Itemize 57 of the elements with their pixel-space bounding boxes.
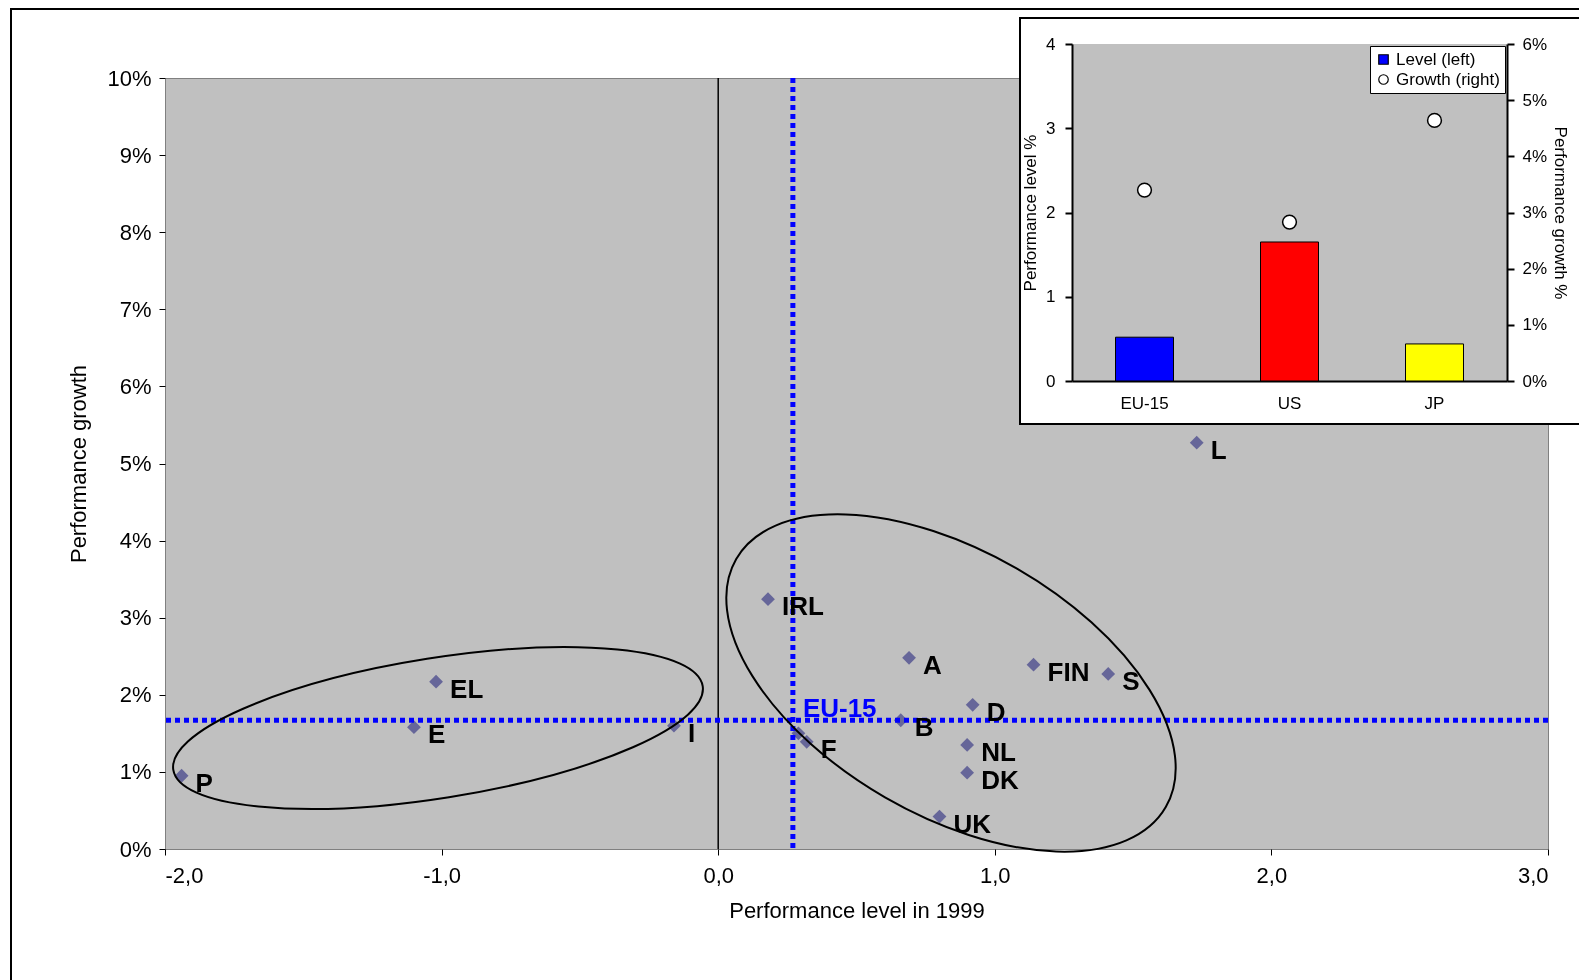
legend-label: Level (left) (1396, 49, 1476, 69)
annotation: L (1210, 434, 1227, 465)
annotation: FIN (1047, 656, 1090, 687)
x-tick-label: -1,0 (423, 862, 462, 888)
y2-tick-label: 6% (1522, 34, 1548, 54)
y2-tick-label: 4% (1522, 146, 1548, 166)
y-tick-label: 0% (119, 836, 152, 862)
annotation: E (427, 719, 446, 750)
annotation: I (687, 717, 696, 748)
point (1136, 182, 1153, 198)
legend-label: Growth (right) (1396, 69, 1500, 89)
y-tick-label: 1 (1046, 287, 1056, 307)
x-tick-label: 2,0 (1256, 862, 1288, 888)
y2-tick-label: 2% (1522, 259, 1548, 279)
annotation: IRL (781, 591, 824, 622)
y-tick-label: 3% (119, 605, 152, 631)
x-tick-label: US (1277, 393, 1302, 413)
x-tick-label: 1,0 (980, 862, 1011, 888)
annotation: UK (953, 808, 992, 839)
x-tick-label: JP (1424, 393, 1445, 413)
annotation: S (1122, 665, 1140, 696)
y2-tick-label: 1% (1522, 315, 1548, 335)
point (1426, 112, 1443, 129)
x-tick-label: -2,0 (165, 862, 204, 888)
y2-tick-label: 0% (1522, 371, 1548, 391)
annotation: EL (450, 673, 484, 704)
annotation: F (820, 733, 837, 764)
x-tick-label: EU-15 (1120, 393, 1169, 413)
x-tick-label: 3,0 (1517, 862, 1549, 888)
y-tick-label: 4 (1046, 34, 1056, 54)
y-tick-label: 2 (1046, 203, 1056, 222)
y-tick-label: 5% (119, 451, 152, 476)
point (1281, 214, 1298, 230)
y-axis-title: Performance level % (1021, 134, 1041, 292)
annotation: A (923, 649, 943, 680)
y-tick-label: 7% (119, 296, 152, 322)
annotation: NL (981, 736, 1016, 767)
annotation: P (195, 767, 213, 798)
y-tick-label: 6% (119, 373, 152, 399)
x-axis-title: Performance level in 1999 (729, 897, 985, 923)
y2-tick-label: 3% (1522, 203, 1548, 222)
ref-line-label: EU-15 (802, 693, 877, 724)
annotation: D (986, 696, 1006, 727)
y-tick-label: 10% (107, 65, 152, 91)
y-tick-label: 9% (119, 142, 152, 168)
y-tick-label: 4% (119, 528, 152, 554)
y-tick-label: 1% (119, 759, 152, 785)
x-tick-label: 0,0 (703, 862, 734, 888)
y-tick-label: 2% (119, 682, 152, 708)
y2-tick-label: 5% (1522, 90, 1548, 110)
annotation: DK (981, 764, 1019, 795)
y-tick-label: 3 (1046, 118, 1056, 138)
y-tick-label: 0 (1046, 371, 1056, 391)
y-tick-label: 8% (119, 219, 152, 245)
annotation: B (914, 712, 934, 743)
y-axis-title: Performance growth (66, 364, 92, 564)
y2-axis-title: Performance growth % (1551, 126, 1571, 300)
